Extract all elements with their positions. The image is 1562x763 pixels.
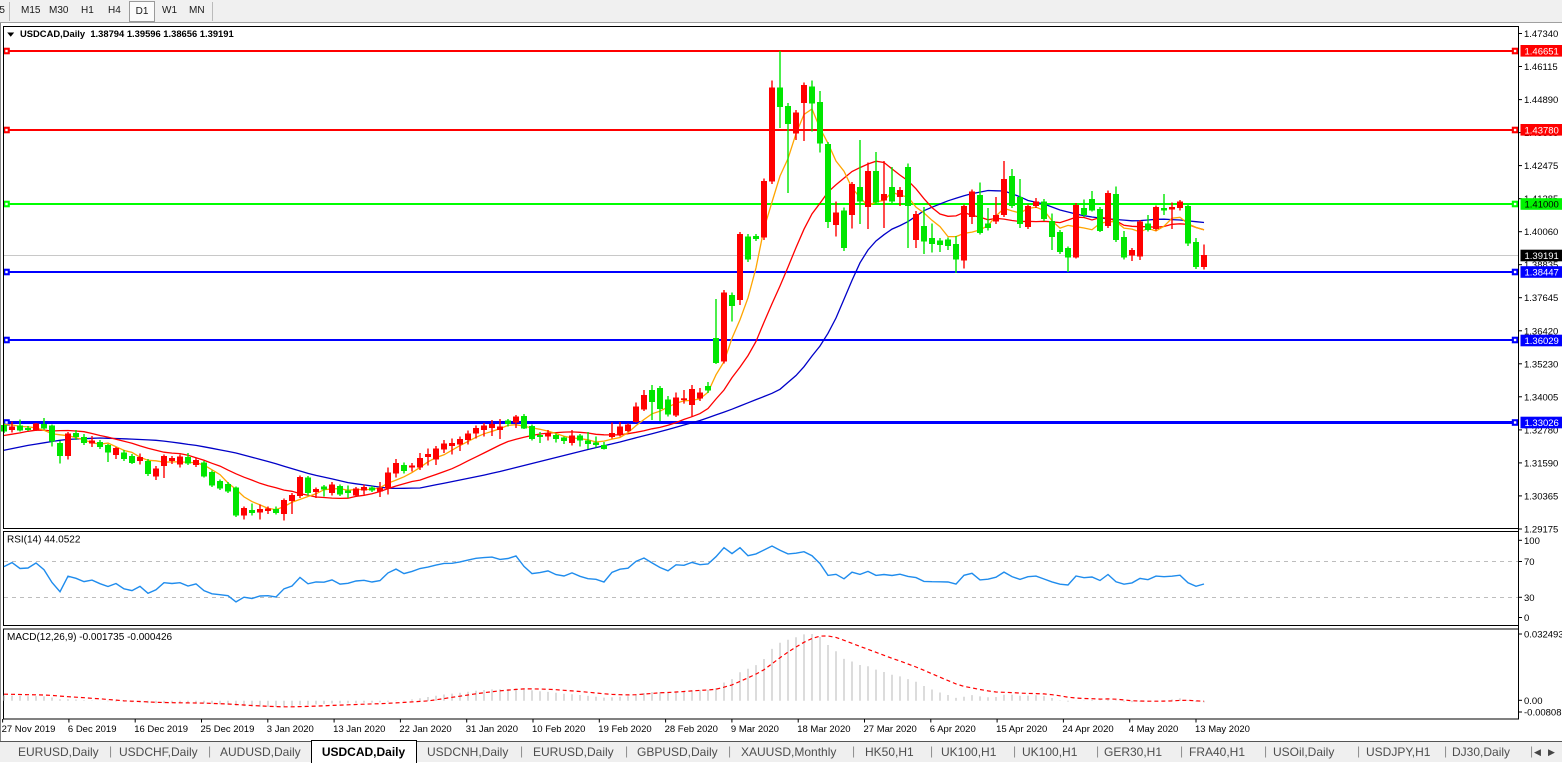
svg-text:1.40060: 1.40060 [1524, 227, 1558, 238]
svg-text:100: 100 [1524, 536, 1540, 547]
svg-text:13 May 2020: 13 May 2020 [1195, 724, 1250, 735]
svg-text:28 Feb 2020: 28 Feb 2020 [665, 724, 718, 735]
svg-text:13 Jan 2020: 13 Jan 2020 [333, 724, 385, 735]
svg-text:18 Mar 2020: 18 Mar 2020 [797, 724, 850, 735]
svg-text:6 Apr 2020: 6 Apr 2020 [930, 724, 976, 735]
svg-text:22 Jan 2020: 22 Jan 2020 [399, 724, 451, 735]
svg-text:1.37645: 1.37645 [1524, 293, 1558, 304]
svg-text:0.00: 0.00 [1524, 696, 1543, 707]
svg-text:10 Feb 2020: 10 Feb 2020 [532, 724, 585, 735]
svg-text:6 Dec 2019: 6 Dec 2019 [68, 724, 117, 735]
svg-text:3 Jan 2020: 3 Jan 2020 [267, 724, 314, 735]
svg-text:1.30365: 1.30365 [1524, 491, 1558, 502]
svg-text:1.34005: 1.34005 [1524, 392, 1558, 403]
svg-text:1.41000: 1.41000 [1525, 200, 1559, 211]
svg-text:1.47340: 1.47340 [1524, 29, 1558, 40]
svg-text:1.29175: 1.29175 [1524, 525, 1558, 536]
svg-text:1.42475: 1.42475 [1524, 161, 1558, 172]
svg-text:MACD(12,26,9) -0.001735 -0.000: MACD(12,26,9) -0.001735 -0.000426 [7, 632, 173, 643]
svg-text:19 Feb 2020: 19 Feb 2020 [598, 724, 651, 735]
svg-text:1.31590: 1.31590 [1524, 458, 1558, 469]
svg-text:1.38447: 1.38447 [1525, 268, 1559, 279]
svg-text:1.44890: 1.44890 [1524, 95, 1558, 106]
svg-text:1.36029: 1.36029 [1525, 336, 1559, 347]
svg-text:30: 30 [1524, 593, 1535, 604]
svg-text:1.46115: 1.46115 [1524, 62, 1558, 73]
svg-text:USDCAD,Daily 1.38794 1.39596: USDCAD,Daily 1.38794 1.39596 1.38656 1.3… [20, 28, 234, 39]
svg-text:15 Apr 2020: 15 Apr 2020 [996, 724, 1047, 735]
svg-text:1.46651: 1.46651 [1525, 46, 1559, 57]
svg-text:1.33026: 1.33026 [1525, 418, 1559, 429]
svg-text:25 Dec 2019: 25 Dec 2019 [201, 724, 255, 735]
svg-text:16 Dec 2019: 16 Dec 2019 [134, 724, 188, 735]
svg-text:1.35230: 1.35230 [1524, 359, 1558, 370]
svg-text:27 Mar 2020: 27 Mar 2020 [864, 724, 917, 735]
svg-text:-0.008086: -0.008086 [1524, 708, 1562, 719]
svg-text:9 Mar 2020: 9 Mar 2020 [731, 724, 779, 735]
svg-text:27 Nov 2019: 27 Nov 2019 [2, 724, 56, 735]
svg-text:0: 0 [1524, 613, 1529, 624]
svg-text:70: 70 [1524, 557, 1535, 568]
svg-text:1.39191: 1.39191 [1525, 251, 1559, 262]
svg-text:1.43780: 1.43780 [1525, 125, 1559, 136]
svg-text:0.032493: 0.032493 [1524, 630, 1562, 641]
svg-text:RSI(14) 44.0522: RSI(14) 44.0522 [7, 535, 81, 546]
svg-text:4 May 2020: 4 May 2020 [1129, 724, 1179, 735]
svg-text:24 Apr 2020: 24 Apr 2020 [1062, 724, 1113, 735]
svg-text:31 Jan 2020: 31 Jan 2020 [466, 724, 518, 735]
